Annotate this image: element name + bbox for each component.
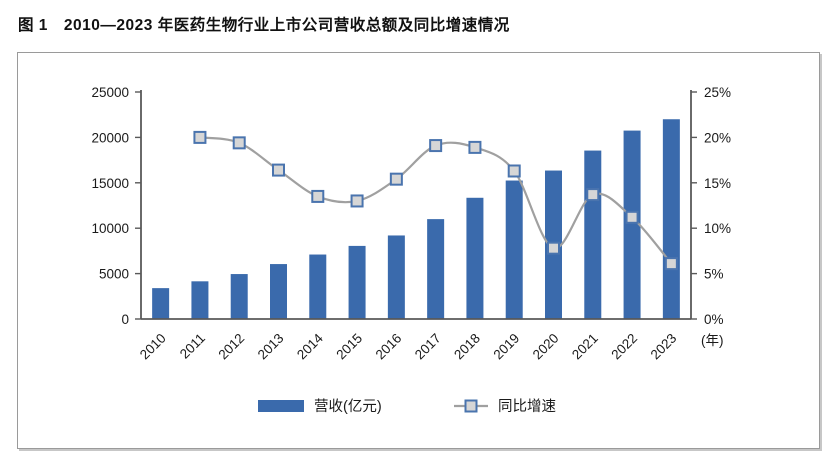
x-tick-label: 2023 bbox=[648, 331, 680, 363]
bar-2010 bbox=[152, 288, 170, 319]
x-tick-label: 2010 bbox=[137, 331, 169, 363]
right-tick-label: 5% bbox=[704, 267, 724, 282]
bar-2021 bbox=[584, 150, 602, 319]
bar-2019 bbox=[505, 180, 523, 319]
chart-canvas: 0 5000 10000 15000 20000 25000 0% 5% 10% 15% 20% 25… bbox=[91, 85, 731, 415]
right-tick-label: 25% bbox=[704, 85, 731, 100]
legend-revenue-label: 营收(亿元) bbox=[314, 398, 382, 415]
growth-marker bbox=[193, 130, 207, 144]
legend-growth-marker bbox=[464, 399, 478, 413]
x-tick-label: 2018 bbox=[451, 331, 483, 363]
growth-marker bbox=[389, 172, 403, 186]
left-tick-label: 0 bbox=[121, 312, 129, 327]
legend-growth-label: 同比增速 bbox=[498, 398, 556, 415]
bar-2012 bbox=[230, 274, 248, 319]
left-tick-label: 20000 bbox=[91, 130, 129, 145]
x-tick-label: 2013 bbox=[255, 331, 287, 363]
bar-2015 bbox=[348, 245, 366, 319]
left-tick-label: 15000 bbox=[91, 176, 129, 191]
right-tick-label: 10% bbox=[704, 221, 731, 236]
x-tick-label: 2012 bbox=[215, 331, 247, 363]
left-tick-label: 5000 bbox=[99, 267, 129, 282]
growth-marker bbox=[272, 163, 285, 177]
growth-marker bbox=[311, 189, 325, 203]
growth-marker bbox=[429, 139, 443, 153]
growth-marker bbox=[625, 210, 639, 224]
x-tick-label: 2020 bbox=[530, 331, 562, 363]
x-tick-label: 2019 bbox=[490, 331, 522, 363]
figure-title: 图 1 2010—2023 年医药生物行业上市公司营收总额及同比增速情况 bbox=[18, 17, 510, 34]
bar-2014 bbox=[309, 254, 327, 319]
bar-2013 bbox=[270, 264, 287, 319]
left-tick-label: 25000 bbox=[91, 85, 129, 100]
growth-marker bbox=[507, 164, 521, 178]
bar-2011 bbox=[191, 281, 209, 319]
x-axis-unit-label: (年) bbox=[701, 333, 724, 348]
growth-marker bbox=[664, 257, 678, 271]
growth-marker bbox=[350, 194, 364, 208]
growth-marker bbox=[586, 188, 600, 202]
growth-marker bbox=[547, 241, 560, 255]
x-tick-label: 2021 bbox=[569, 331, 601, 363]
x-tick-label: 2011 bbox=[177, 331, 208, 362]
bar-2017 bbox=[427, 219, 445, 319]
growth-marker bbox=[468, 140, 482, 154]
x-tick-label: 2017 bbox=[412, 331, 444, 363]
right-tick-label: 20% bbox=[704, 130, 731, 145]
x-tick-label: 2022 bbox=[608, 331, 640, 363]
right-tick-label: 0% bbox=[704, 312, 724, 327]
chart-panel: 0 5000 10000 15000 20000 25000 0% 5% 10% 15% 20% 25… bbox=[17, 52, 820, 449]
bar-2023 bbox=[662, 119, 680, 320]
bar-2016 bbox=[387, 235, 405, 319]
x-tick-label: 2015 bbox=[333, 331, 365, 363]
x-tick-label: 2016 bbox=[373, 331, 405, 363]
right-tick-label: 15% bbox=[704, 176, 731, 191]
bar-2018 bbox=[466, 197, 484, 319]
legend-revenue-swatch bbox=[258, 400, 304, 412]
bar-2022 bbox=[623, 130, 641, 319]
x-tick-label: 2014 bbox=[294, 330, 326, 362]
left-tick-label: 10000 bbox=[91, 221, 129, 236]
growth-marker bbox=[232, 136, 246, 150]
